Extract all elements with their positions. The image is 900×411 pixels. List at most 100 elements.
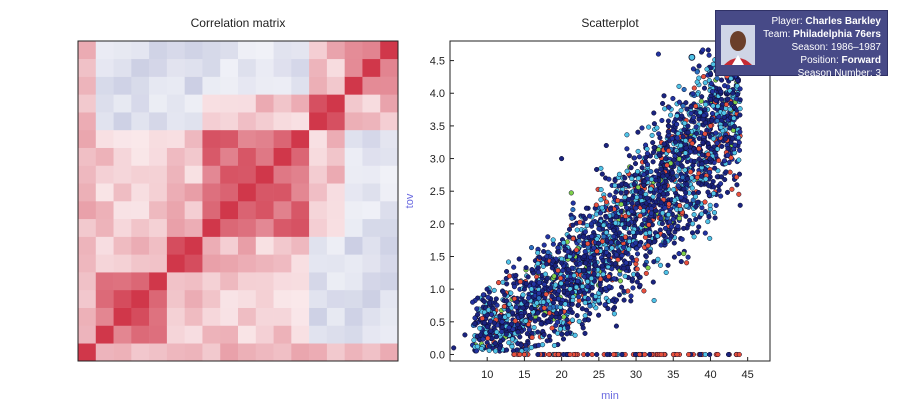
matrix-cell[interactable] — [238, 76, 257, 95]
scatter-point[interactable] — [618, 208, 624, 214]
matrix-cell[interactable] — [166, 41, 185, 60]
scatter-point[interactable] — [694, 229, 701, 235]
matrix-cell[interactable] — [380, 236, 399, 255]
matrix-cell[interactable] — [255, 76, 274, 95]
matrix-cell[interactable] — [380, 201, 399, 220]
scatter-point[interactable] — [737, 129, 743, 135]
scatter-point[interactable] — [653, 208, 659, 214]
matrix-cell[interactable] — [344, 41, 363, 60]
scatter-point[interactable] — [552, 282, 559, 288]
scatter-point[interactable] — [660, 100, 666, 107]
matrix-cell[interactable] — [273, 236, 292, 255]
matrix-cell[interactable] — [309, 165, 328, 184]
scatter-point[interactable] — [506, 312, 512, 318]
matrix-cell[interactable] — [78, 58, 97, 77]
scatter-point[interactable] — [637, 242, 643, 248]
scatter-point[interactable] — [650, 159, 656, 165]
scatter-point[interactable] — [509, 336, 515, 342]
matrix-cell[interactable] — [380, 94, 399, 113]
matrix-cell[interactable] — [326, 112, 345, 131]
scatter-point[interactable] — [676, 99, 682, 105]
scatter-point[interactable] — [587, 303, 593, 309]
matrix-cell[interactable] — [202, 183, 221, 202]
matrix-cell[interactable] — [166, 325, 185, 344]
scatter-point[interactable] — [506, 273, 513, 279]
matrix-cell[interactable] — [184, 325, 203, 344]
scatter-point[interactable] — [714, 146, 721, 152]
scatter-point[interactable] — [635, 175, 642, 181]
scatter-point[interactable] — [535, 351, 541, 358]
scatter-point[interactable] — [675, 223, 681, 229]
scatter-point[interactable] — [521, 286, 527, 292]
scatter-point[interactable] — [589, 285, 595, 291]
matrix-cell[interactable] — [113, 41, 132, 60]
scatter-point[interactable] — [675, 183, 681, 189]
scatter-point[interactable] — [709, 110, 716, 117]
scatter-point[interactable] — [550, 237, 556, 243]
matrix-cell[interactable] — [362, 343, 381, 362]
matrix-cell[interactable] — [95, 129, 114, 148]
scatter-point[interactable] — [529, 334, 535, 341]
scatter-point[interactable] — [528, 305, 535, 311]
matrix-cell[interactable] — [344, 201, 363, 220]
matrix-cell[interactable] — [362, 147, 381, 166]
scatter-point[interactable] — [570, 222, 576, 228]
scatter-point[interactable] — [526, 327, 533, 333]
scatter-point[interactable] — [664, 162, 670, 168]
scatter-point[interactable] — [608, 217, 614, 223]
matrix-cell[interactable] — [362, 76, 381, 95]
scatter-point[interactable] — [542, 271, 548, 277]
scatter-point[interactable] — [535, 265, 541, 271]
scatter-point[interactable] — [484, 324, 490, 330]
scatter-point[interactable] — [691, 212, 697, 218]
matrix-cell[interactable] — [166, 218, 185, 237]
scatter-point[interactable] — [635, 129, 641, 135]
scatter-point[interactable] — [735, 77, 741, 84]
matrix-cell[interactable] — [202, 201, 221, 220]
scatter-point[interactable] — [679, 113, 685, 119]
scatter-point[interactable] — [707, 96, 713, 103]
scatter-point[interactable] — [649, 132, 655, 138]
scatter-point[interactable] — [710, 103, 716, 109]
scatter-point[interactable] — [728, 101, 734, 107]
matrix-cell[interactable] — [149, 112, 168, 131]
matrix-cell[interactable] — [380, 41, 399, 60]
scatter-point[interactable] — [634, 257, 640, 263]
scatter-point[interactable] — [722, 83, 728, 89]
matrix-cell[interactable] — [238, 343, 257, 362]
scatter-point[interactable] — [713, 130, 719, 136]
scatter-point[interactable] — [490, 306, 496, 312]
scatter-point[interactable] — [517, 279, 523, 285]
scatter-point[interactable] — [583, 205, 589, 211]
matrix-cell[interactable] — [380, 112, 399, 131]
scatter-point[interactable] — [598, 187, 604, 193]
scatter-point[interactable] — [633, 205, 639, 211]
scatter-point[interactable] — [643, 155, 649, 161]
scatter-point[interactable] — [603, 230, 609, 236]
matrix-cell[interactable] — [309, 307, 328, 326]
matrix-cell[interactable] — [95, 325, 114, 344]
scatter-point[interactable] — [646, 222, 652, 228]
matrix-cell[interactable] — [220, 218, 239, 237]
matrix-cell[interactable] — [184, 183, 203, 202]
scatter-point[interactable] — [582, 229, 588, 235]
scatter-point[interactable] — [681, 225, 687, 231]
scatter-point[interactable] — [728, 75, 734, 82]
scatter-point[interactable] — [474, 306, 480, 312]
scatter-point[interactable] — [582, 248, 588, 255]
scatter-point[interactable] — [671, 240, 677, 246]
matrix-cell[interactable] — [220, 76, 239, 95]
matrix-cell[interactable] — [326, 76, 345, 95]
scatter-point[interactable] — [692, 194, 699, 200]
scatter-point[interactable] — [634, 279, 640, 285]
scatter-point[interactable] — [626, 196, 632, 202]
matrix-cell[interactable] — [113, 254, 132, 273]
scatter-point[interactable] — [659, 117, 665, 124]
scatter-point[interactable] — [641, 288, 647, 294]
matrix-cell[interactable] — [220, 129, 239, 148]
matrix-cell[interactable] — [220, 41, 239, 60]
scatter-point[interactable] — [635, 184, 641, 190]
scatter-point[interactable] — [539, 288, 545, 294]
scatter-point[interactable] — [707, 169, 713, 175]
scatter-point[interactable] — [725, 96, 731, 102]
